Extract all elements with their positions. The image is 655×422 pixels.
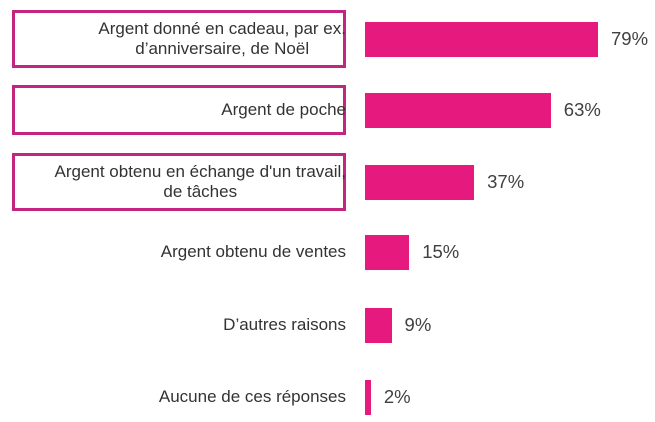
category-label-line: Argent de poche — [221, 100, 346, 119]
category-label: Aucune de ces réponses — [6, 372, 346, 422]
value-label: 37% — [487, 171, 525, 192]
value-label: 63% — [563, 99, 601, 120]
category-label: D’autres raisons — [6, 300, 346, 350]
category-label-line: Argent obtenu de ventes — [160, 242, 346, 261]
category-label-line: D’autres raisons — [223, 315, 346, 334]
bar — [365, 379, 371, 415]
category-label-line: Aucune de ces réponses — [158, 387, 346, 406]
value-label: 79% — [611, 28, 649, 49]
category-label-line: d’anniversaire, de Noël — [135, 39, 310, 58]
bar — [365, 164, 475, 200]
category-label: Argent de poche — [6, 85, 346, 135]
category-label-line: Argent donné en cadeau, par ex. — [98, 19, 346, 38]
category-label: Argent obtenu en échange d'un travail, de… — [6, 157, 346, 207]
category-highlight-box — [12, 85, 346, 135]
category-label: Argent obtenu de ventes — [6, 227, 346, 277]
value-label: 9% — [404, 314, 432, 335]
bar — [365, 21, 598, 57]
bar — [365, 92, 551, 128]
category-label: Argent donné en cadeau, par ex. d’anniver… — [6, 14, 346, 64]
value-label: 15% — [422, 241, 460, 262]
bar — [365, 234, 410, 270]
category-highlight-box — [12, 153, 346, 211]
bar — [365, 307, 392, 343]
value-label: 2% — [383, 386, 411, 407]
category-label-line: de tâches — [163, 182, 238, 201]
category-label-line: Argent obtenu en échange d'un travail, — [54, 162, 346, 181]
category-highlight-box — [12, 10, 346, 68]
